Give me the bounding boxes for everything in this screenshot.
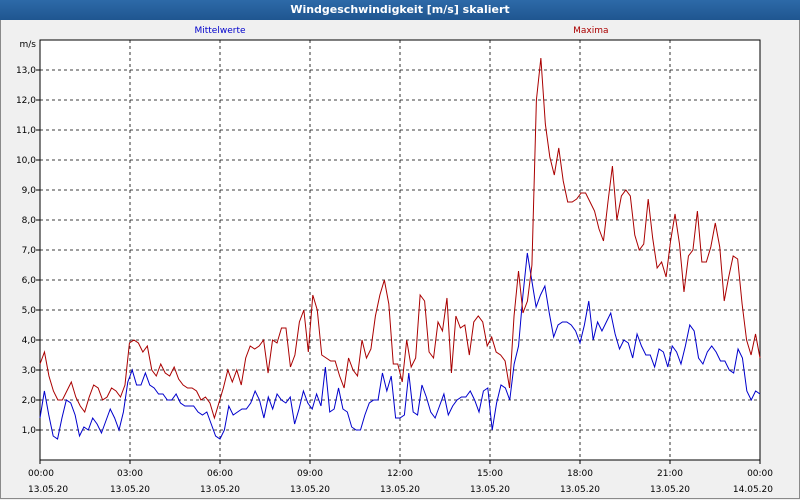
x-tick-label-date: 13.05.20 [28, 485, 68, 495]
x-tick-label-date: 13.05.20 [110, 485, 150, 495]
y-tick-label: 12,0 [16, 96, 36, 106]
x-tick-label-time: 03:00 [117, 469, 143, 479]
series-line-maxima [39, 57, 761, 420]
x-tick-label-time: 12:00 [387, 469, 413, 479]
x-tick-label-time: 00:00 [28, 469, 54, 479]
y-axis-label: m/s [20, 40, 37, 50]
series [39, 57, 761, 440]
x-tick-label-time: 09:00 [297, 469, 323, 479]
x-tick-label-time: 21:00 [657, 469, 683, 479]
y-tick-label: 10,0 [16, 156, 36, 166]
y-tick-label: 5,0 [22, 306, 37, 316]
x-tick-label-time: 00:00 [747, 469, 773, 479]
y-tick-label: 6,0 [22, 276, 37, 286]
x-tick-label-date: 13.05.20 [560, 485, 600, 495]
x-tick-label-time: 18:00 [567, 469, 593, 479]
x-tick-label-time: 15:00 [477, 469, 503, 479]
x-tick-label-time: 06:00 [207, 469, 233, 479]
x-tick-label-date: 13.05.20 [650, 485, 690, 495]
y-tick-label: 2,0 [22, 396, 37, 406]
grid [40, 40, 760, 460]
x-tick-label-date: 13.05.20 [290, 485, 330, 495]
legend-mittelwerte: Mittelwerte [194, 26, 245, 36]
y-tick-label: 8,0 [22, 216, 37, 226]
plot-frame [39, 39, 761, 461]
y-tick-label: 7,0 [22, 246, 37, 256]
wind-speed-chart: 1,0 2,0 3,0 4,0 5,0 6,0 7,0 8,0 9,0 10,0 11,0 12,0 1… [16, 26, 773, 495]
window-title: Windgeschwindigkeit [m/s] skaliert [0, 0, 800, 20]
y-tick-label: 11,0 [16, 126, 36, 136]
axes: 1,0 2,0 3,0 4,0 5,0 6,0 7,0 8,0 9,0 10,0 11,0 12,0 1… [16, 39, 773, 495]
y-tick-label: 3,0 [22, 366, 37, 376]
x-tick-label-date: 14.05.20 [733, 485, 773, 495]
x-tick-label-date: 13.05.20 [380, 485, 420, 495]
x-tick-label-date: 13.05.20 [200, 485, 240, 495]
y-tick-label: 13,0 [16, 66, 36, 76]
y-tick-label: 9,0 [22, 186, 37, 196]
x-tick-label-date: 13.05.20 [470, 485, 510, 495]
legend: Mittelwerte Maxima [194, 26, 608, 36]
legend-maxima: Maxima [573, 26, 608, 36]
y-tick-label: 4,0 [22, 336, 37, 346]
y-tick-label: 1,0 [22, 426, 37, 436]
series-line-mittelwerte [39, 252, 761, 440]
